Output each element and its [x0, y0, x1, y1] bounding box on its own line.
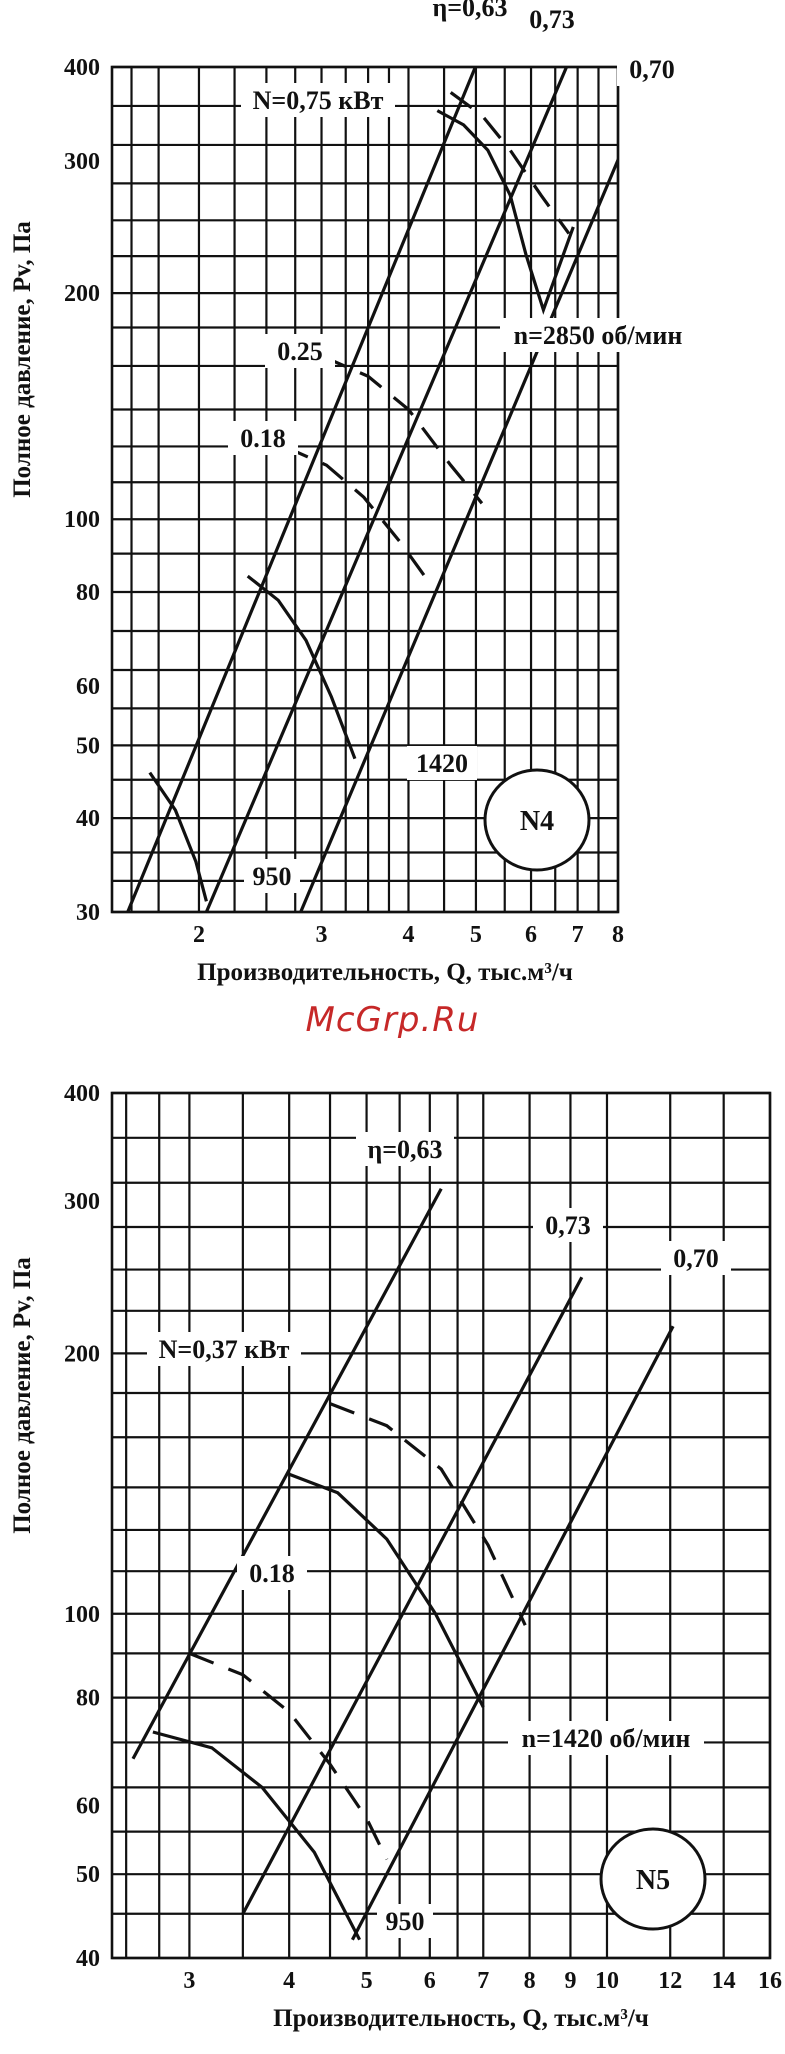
- c2-power-label: 0.18: [249, 1559, 295, 1588]
- c1-speed-curve: [246, 574, 357, 760]
- c1-model-badge-label: N4: [520, 806, 554, 837]
- c2-speed-curve: [152, 1730, 362, 1941]
- c2-x-tick-label: 14: [712, 1968, 736, 1994]
- c1-y-tick-label: 200: [64, 281, 100, 307]
- c2-efficiency-line: [350, 1325, 675, 1941]
- c1-efficiency-label-bg: [617, 52, 687, 86]
- c1-power-curve: [283, 444, 432, 585]
- c1-x-tick-label: 2: [193, 922, 205, 948]
- c2-y-tick-label: 60: [76, 1794, 100, 1820]
- c2-x-tick-label: 7: [477, 1968, 489, 1994]
- c2-y-tick-label: 40: [76, 1946, 100, 1972]
- c1-speed-label-bg: [500, 318, 696, 352]
- c2-efficiency-line: [131, 1188, 443, 1760]
- c2-plot-frame: [110, 1091, 772, 1960]
- c2-x-tick-label: 10: [595, 1968, 619, 1994]
- c1-x-tick-label: 8: [612, 922, 624, 948]
- c2-y-tick-label: 50: [76, 1862, 100, 1888]
- c1-x-tick-label: 5: [470, 922, 482, 948]
- c2-x-tick-label: 4: [283, 1968, 295, 1994]
- c1-efficiency-line: [126, 67, 478, 912]
- c1-speed-label-bg: [407, 746, 477, 780]
- c2-power-label: N=0,37 кВт: [159, 1335, 290, 1364]
- c2-efficiency-label: 0,70: [673, 1244, 719, 1273]
- c1-power-label: 0.25: [277, 337, 323, 366]
- c2-y-tick-label: 400: [64, 1081, 100, 1107]
- c1-power-curve: [320, 354, 484, 505]
- c2-efficiency-label: η=0,63: [367, 1135, 442, 1164]
- c2-speed-label-bg: [377, 1904, 433, 1938]
- c1-power-label-bg: [241, 83, 395, 117]
- c1-x-tick-label: 7: [572, 922, 584, 948]
- c1-x-tick-label: 4: [402, 922, 414, 948]
- c2-speed-label-bg: [508, 1721, 704, 1755]
- c2-power-curve: [329, 1402, 527, 1626]
- c1-speed-label: n=2850 об/мин: [514, 321, 683, 350]
- c1-efficiency-label: 0,73: [529, 5, 575, 34]
- c2-efficiency-line: [241, 1276, 584, 1915]
- c1-efficiency-label-bg: [421, 0, 519, 24]
- c1-speed-curve: [436, 109, 575, 315]
- c1-y-tick-label: 40: [76, 806, 100, 832]
- c1-x-axis-label: Производительность, Q, тыс.м³/ч: [197, 959, 573, 986]
- c2-series-layer: [131, 1188, 675, 1941]
- c1-y-tick-label: 80: [76, 580, 100, 606]
- c1-y-axis-label: Полное давление, Pv, Па: [9, 221, 36, 498]
- c2-speed-label: n=1420 об/мин: [522, 1724, 691, 1753]
- c1-speed-label: 950: [253, 862, 292, 891]
- c2-y-tick-label: 100: [64, 1602, 100, 1628]
- c1-x-tick-label: 6: [525, 922, 537, 948]
- c1-plot-frame: [110, 65, 620, 914]
- c1-series-layer: [126, 67, 618, 912]
- c2-power-label-bg: [147, 1332, 301, 1366]
- c1-y-tick-label: 400: [64, 55, 100, 81]
- c1-chart: 2 3 4 5 6 7 8 30 40 50 60 80 100 200 300 400 Производите…: [9, 0, 696, 986]
- c2-x-tick-label: 3: [183, 1968, 195, 1994]
- c2-x-tick-label: 6: [424, 1968, 436, 1994]
- c1-y-tick-label: 300: [64, 149, 100, 175]
- c1-efficiency-label-bg: [517, 2, 587, 36]
- c1-efficiency-label: 0,70: [629, 55, 675, 84]
- c2-model-badge: [599, 1827, 707, 1931]
- c2-speed-label: 950: [386, 1907, 425, 1936]
- c2-y-tick-label: 80: [76, 1686, 100, 1712]
- c1-y-tick-label: 50: [76, 733, 100, 759]
- c1-speed-label-bg: [244, 859, 300, 893]
- c2-y-axis-label: Полное давление, Pv, Па: [9, 1257, 36, 1534]
- c2-x-tick-label: 16: [758, 1968, 782, 1994]
- watermark: McGrp.Ru: [305, 1000, 480, 1040]
- c2-x-tick-label: 5: [361, 1968, 373, 1994]
- c2-power-curve: [188, 1651, 389, 1861]
- c2-power-label-bg: [237, 1556, 307, 1590]
- c2-chart: 3 4 5 6 7 8 9 10 12 14 16 40 50 60 80 100 200 300 400 Произ…: [9, 1081, 782, 2032]
- c2-y-tick-label: 300: [64, 1189, 100, 1215]
- c1-efficiency-line: [204, 67, 569, 912]
- c1-speed-curve: [148, 771, 208, 902]
- c2-x-tick-label: 8: [524, 1968, 536, 1994]
- c1-y-tick-label: 60: [76, 674, 100, 700]
- c2-speed-curve: [288, 1472, 485, 1708]
- c2-model-badge-label: N5: [636, 1865, 670, 1896]
- c2-efficiency-label-bg: [661, 1241, 731, 1275]
- c2-efficiency-label: 0,73: [545, 1211, 591, 1240]
- c1-y-tick-label: 30: [76, 900, 100, 926]
- c1-speed-label: 1420: [416, 749, 468, 778]
- c2-x-axis-label: Производительность, Q, тыс.м³/ч: [273, 2005, 649, 2032]
- c1-power-label-bg: [228, 421, 298, 455]
- c1-power-label: 0.18: [240, 424, 286, 453]
- c1-y-tick-label: 100: [64, 507, 100, 533]
- c1-efficiency-label: η=0,63: [432, 0, 507, 22]
- c2-efficiency-label-bg: [356, 1132, 454, 1166]
- c2-y-tick-label: 200: [64, 1341, 100, 1367]
- c2-x-tick-label: 9: [564, 1968, 576, 1994]
- c2-efficiency-label-bg: [533, 1208, 603, 1242]
- c1-power-label: N=0,75 кВт: [253, 86, 384, 115]
- c1-model-badge: [483, 768, 591, 872]
- c1-x-tick-label: 3: [316, 922, 328, 948]
- c1-power-label-bg: [265, 334, 335, 368]
- c2-x-tick-label: 12: [658, 1968, 682, 1994]
- c1-power-curve: [449, 91, 571, 235]
